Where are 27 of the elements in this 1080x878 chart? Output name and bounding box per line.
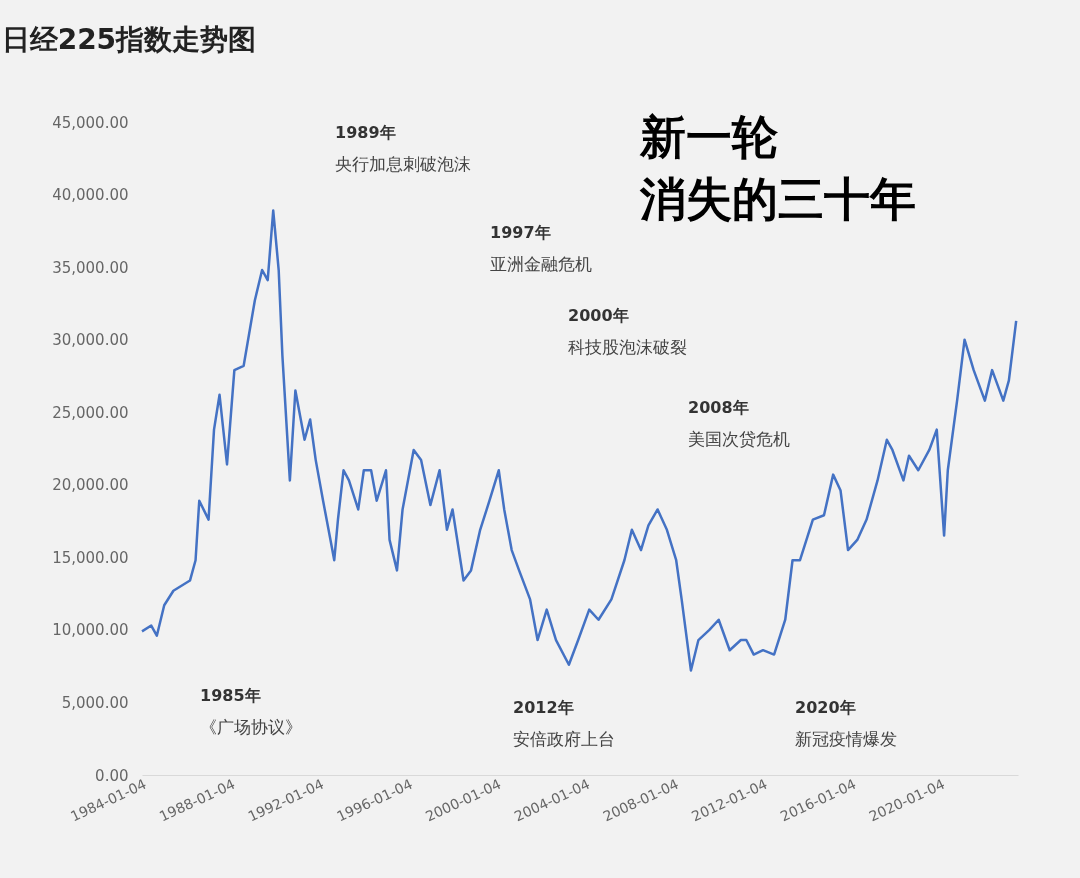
annotation: 科技股泡沫破裂	[568, 337, 687, 357]
annotation: 2000年	[568, 306, 629, 325]
annotation: 2020年	[795, 698, 856, 717]
y-tick-label: 35,000.00	[52, 258, 129, 277]
chart-title: 日经225指数走势图	[1, 23, 257, 56]
annotation: 2008年	[688, 398, 749, 417]
y-tick-label: 45,000.00	[52, 113, 129, 132]
annotation: 1997年	[490, 223, 551, 242]
y-tick-label: 0.00	[95, 766, 129, 785]
annotation: 安倍政府上台	[513, 729, 615, 749]
annotation: 新冠疫情爆发	[795, 729, 897, 749]
y-tick-label: 30,000.00	[52, 331, 129, 350]
annotation: 消失的三十年	[639, 172, 916, 226]
annotation: 美国次贷危机	[688, 429, 790, 449]
annotation: 新一轮	[639, 110, 779, 164]
y-tick-label: 25,000.00	[52, 403, 129, 422]
y-tick-label: 20,000.00	[52, 476, 129, 495]
annotation: 2012年	[513, 698, 574, 717]
y-tick-label: 5,000.00	[61, 693, 129, 712]
annotation: 1985年	[200, 686, 261, 705]
y-tick-label: 15,000.00	[52, 548, 129, 567]
annotation: 央行加息刺破泡沫	[335, 154, 471, 174]
annotation: 1989年	[335, 123, 396, 142]
y-tick-label: 40,000.00	[52, 186, 129, 205]
y-tick-label: 10,000.00	[52, 621, 129, 640]
annotation: 《广场协议》	[200, 717, 302, 737]
annotation: 亚洲金融危机	[490, 254, 592, 274]
